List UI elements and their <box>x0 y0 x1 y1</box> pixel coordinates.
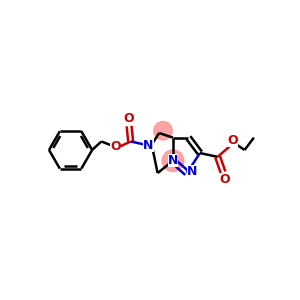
Text: O: O <box>227 134 238 147</box>
Text: N: N <box>187 165 197 178</box>
Text: O: O <box>219 173 230 187</box>
Circle shape <box>162 150 184 172</box>
Circle shape <box>154 122 172 140</box>
Text: O: O <box>124 112 134 125</box>
Text: N: N <box>168 154 178 167</box>
Text: O: O <box>110 140 121 153</box>
Text: N: N <box>143 139 154 152</box>
